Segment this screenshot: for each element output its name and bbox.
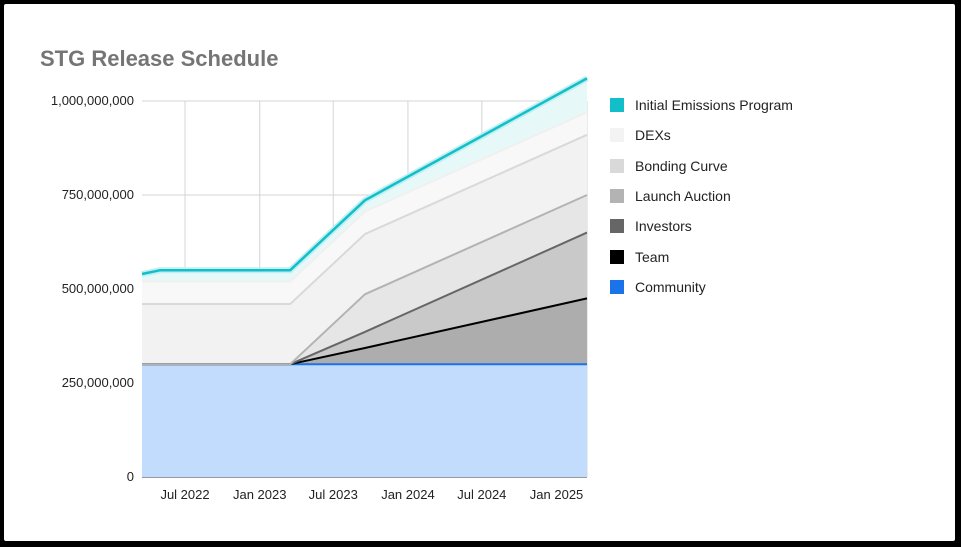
line-dexs bbox=[142, 111, 588, 283]
y-axis-labels: 0 250,000,000 500,000,000 750,000,000 1,000,… bbox=[51, 93, 134, 484]
y-tick-label: 250,000,000 bbox=[62, 375, 134, 390]
x-tick-label: Jan 2023 bbox=[233, 487, 287, 502]
legend-swatch bbox=[610, 189, 624, 204]
legend-item-team: Team bbox=[610, 241, 793, 271]
legend-swatch bbox=[610, 279, 624, 294]
y-tick-label: 750,000,000 bbox=[62, 187, 134, 202]
legend-swatch bbox=[610, 219, 624, 234]
area-investors bbox=[142, 232, 587, 365]
legend-swatch bbox=[610, 249, 624, 264]
area-community bbox=[142, 364, 587, 477]
y-tick-label: 1,000,000,000 bbox=[51, 93, 134, 108]
legend-item-initial-emissions-program: Initial Emissions Program bbox=[610, 90, 793, 120]
legend-item-community: Community bbox=[610, 272, 793, 302]
legend-swatch bbox=[610, 128, 624, 143]
legend-label: DEXs bbox=[635, 127, 671, 144]
x-tick-label: Jul 2023 bbox=[309, 487, 358, 502]
x-tick-label: Jan 2024 bbox=[381, 487, 435, 502]
chart-legend: Initial Emissions Program DEXs Bonding Cur… bbox=[610, 90, 793, 302]
area-launch-auction bbox=[142, 195, 587, 365]
x-tick-label: Jan 2025 bbox=[530, 487, 584, 502]
legend-label: Community bbox=[635, 278, 706, 295]
legend-label: Bonding Curve bbox=[635, 157, 728, 174]
area-dexs bbox=[142, 112, 587, 304]
line-bonding-curve bbox=[142, 133, 588, 305]
legend-swatch bbox=[610, 158, 624, 173]
area-team bbox=[142, 298, 587, 365]
chart-title: STG Release Schedule bbox=[40, 46, 279, 71]
legend-item-dexs: DEXs bbox=[610, 120, 793, 150]
series-areas bbox=[142, 78, 587, 477]
line-initial-emissions-program bbox=[141, 77, 588, 276]
series-lines bbox=[141, 75, 589, 366]
line-launch-auction bbox=[142, 194, 588, 366]
legend-swatch bbox=[610, 98, 624, 113]
y-tick-label: 0 bbox=[127, 469, 134, 484]
legend-item-bonding-curve: Bonding Curve bbox=[610, 151, 793, 181]
x-tick-label: Jul 2022 bbox=[160, 487, 209, 502]
y-tick-label: 500,000,000 bbox=[62, 281, 134, 296]
legend-item-launch-auction: Launch Auction bbox=[610, 181, 793, 211]
legend-label: Launch Auction bbox=[635, 188, 731, 205]
x-tick-label: Jul 2024 bbox=[457, 487, 506, 502]
legend-item-investors: Investors bbox=[610, 211, 793, 241]
legend-label: Team bbox=[635, 248, 670, 265]
area-bonding-curve bbox=[142, 134, 587, 365]
legend-label: Investors bbox=[635, 218, 692, 235]
x-axis-labels: Jul 2022 Jan 2023 Jul 2023 Jan 2024 Jul 2024… bbox=[160, 487, 583, 502]
legend-label: Initial Emissions Program bbox=[635, 97, 793, 114]
